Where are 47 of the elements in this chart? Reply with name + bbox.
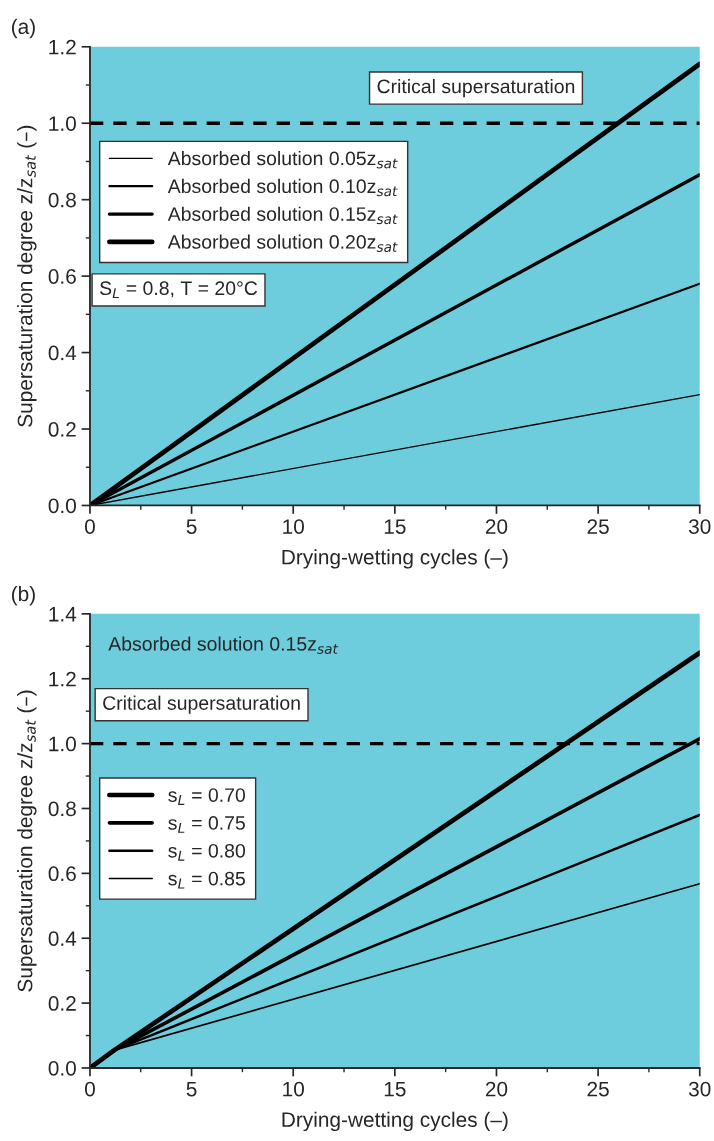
y-tick-label: 1.4	[49, 607, 77, 622]
x-tick-label: 25	[587, 1081, 609, 1097]
legend-label: s$_{L}$ = 0.70	[168, 788, 246, 805]
legend-label: Absorbed solution 0.10z$_{sat}$	[167, 178, 398, 197]
legend-label: Absorbed solution 0.20z$_{sat}$	[167, 234, 398, 252]
text: (b)	[11, 585, 35, 606]
y-tick-label: 0.0	[48, 498, 76, 514]
legend-label: Absorbed solution 0.15z$_{sat}$	[167, 206, 398, 225]
x-tick-label: 25	[587, 519, 609, 534]
x-axis-title: Drying-wetting cycles (–)	[282, 1111, 508, 1132]
y-tick-label: 0.6	[48, 866, 76, 882]
x-tick-label: 15	[384, 519, 406, 534]
x-tick-label: 0	[84, 519, 95, 534]
y-axis-title: Supersaturation degree z/z$_{sat}$ (–)	[17, 690, 37, 992]
y-tick-label: 0.0	[48, 1060, 76, 1076]
x-tick-label: 30	[688, 519, 711, 534]
legend-label: s$_{L}$ = 0.85	[168, 871, 245, 889]
y-tick-label: 1.2	[49, 39, 76, 55]
legend-label: s$_{L}$ = 0.75	[168, 816, 245, 833]
ref-line-label: Critical supersaturation	[103, 695, 300, 714]
x-tick-label: 15	[384, 1081, 406, 1097]
y-tick-label: 0.8	[48, 192, 76, 208]
y-axis-title: Supersaturation degree z/z$_{sat}$ (–)	[17, 125, 37, 427]
y-tick-label: 1.2	[49, 671, 76, 687]
x-tick-label: 20	[485, 519, 508, 534]
x-tick-label: 10	[283, 1081, 304, 1097]
x-tick-label: 20	[485, 1081, 508, 1097]
legend-label: s$_{L}$ = 0.80	[168, 843, 246, 861]
y-tick-label: 0.4	[48, 345, 77, 361]
x-tick-label: 5	[186, 1081, 197, 1097]
y-tick-label: 0.8	[48, 801, 76, 817]
y-tick-label: 0.2	[48, 422, 76, 437]
x-axis-title: Drying-wetting cycles (–)	[282, 549, 508, 569]
x-tick-label: 5	[186, 519, 197, 534]
x-tick-label: 0	[84, 1081, 95, 1097]
ref-line-label: Critical supersaturation	[377, 79, 575, 98]
x-tick-label: 30	[688, 1081, 711, 1097]
y-tick-label: 0.6	[48, 269, 76, 284]
y-tick-label: 1.0	[49, 116, 76, 131]
text: (a)	[11, 18, 35, 39]
annotation: S$_{L}$ = 0.8, T = 20°C	[99, 281, 258, 299]
x-tick-label: 10	[283, 519, 304, 534]
y-tick-label: 0.2	[48, 996, 76, 1011]
annotation: Absorbed solution 0.15z$_{sat}$	[108, 636, 339, 654]
y-tick-label: 0.4	[48, 931, 77, 946]
legend-label: Absorbed solution 0.05z$_{sat}$	[167, 150, 398, 169]
y-tick-label: 1.0	[49, 736, 76, 752]
